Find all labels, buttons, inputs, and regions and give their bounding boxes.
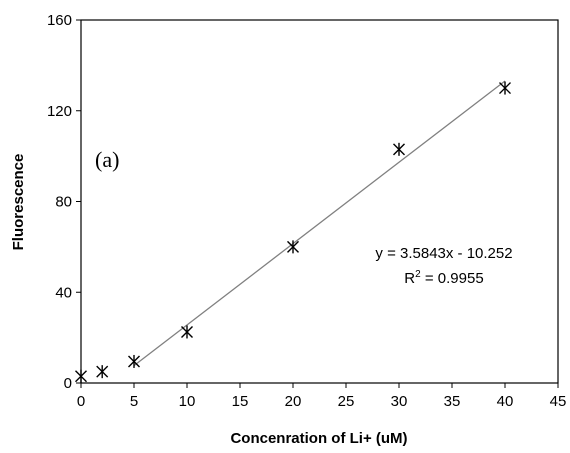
x-tick-label: 20 — [285, 393, 302, 410]
x-tick-label: 0 — [77, 393, 85, 410]
data-point — [287, 240, 299, 254]
y-tick-label: 160 — [47, 12, 72, 29]
x-tick-label: 35 — [444, 393, 461, 410]
y-tick-label: 0 — [64, 375, 72, 392]
x-axis: 0 5 10 15 20 25 30 35 40 45 — [77, 383, 567, 410]
x-tick-label: 15 — [232, 393, 249, 410]
y-tick-label: 80 — [55, 194, 72, 211]
r-squared-superscript: 2 — [415, 269, 421, 280]
plot-area — [80, 19, 559, 384]
data-points — [75, 81, 511, 383]
x-tick-label: 45 — [550, 393, 567, 410]
y-tick-label: 40 — [55, 284, 72, 301]
y-axis-title: Fluorescence — [10, 154, 27, 251]
data-point — [128, 354, 140, 368]
y-tick-label: 120 — [47, 103, 72, 120]
panel-label: (a) — [95, 147, 119, 172]
data-point — [96, 365, 109, 379]
data-point — [75, 369, 87, 383]
data-point — [499, 81, 511, 95]
x-tick-label: 30 — [391, 393, 408, 410]
x-axis-title: Concenration of Li+ (uM) — [230, 430, 407, 447]
r-squared-value: = 0.9955 — [421, 270, 484, 287]
x-tick-label: 5 — [130, 393, 138, 410]
r-squared-prefix: R — [404, 270, 415, 287]
data-point — [181, 325, 193, 339]
y-axis: 0 40 80 120 160 — [47, 12, 81, 392]
x-tick-label: 25 — [338, 393, 355, 410]
data-point — [393, 142, 405, 156]
trendline-equation: y = 3.5843x - 10.252 — [375, 245, 512, 262]
x-tick-label: 10 — [179, 393, 196, 410]
x-tick-label: 40 — [497, 393, 514, 410]
r-squared-label: R2 = 0.9955 — [404, 269, 483, 287]
trendline — [133, 80, 506, 367]
